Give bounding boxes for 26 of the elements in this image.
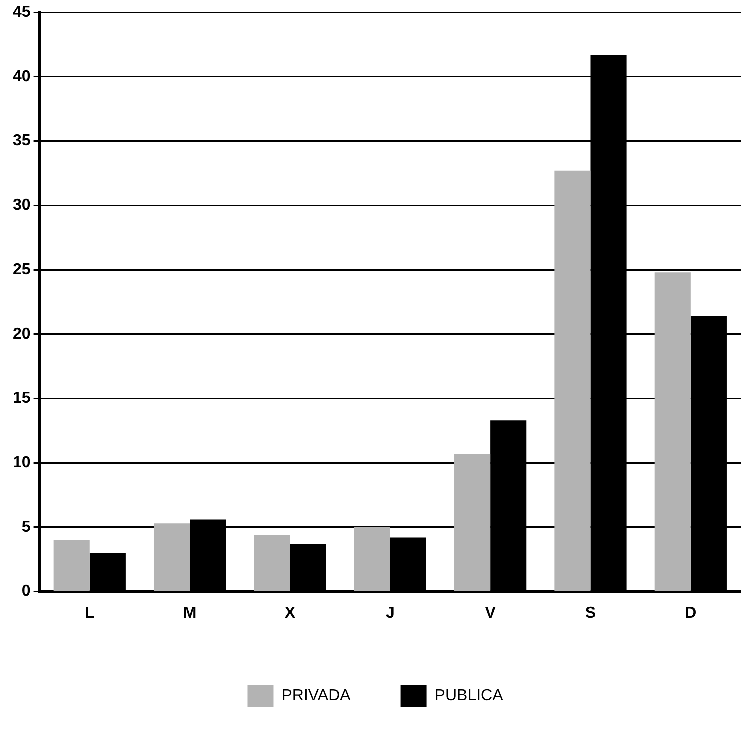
bar [254,535,290,592]
y-tick-label: 45 [13,4,31,22]
y-tick-label: 30 [13,197,31,214]
bar [554,170,591,592]
y-tick-label: 5 [22,518,31,536]
y-tick-label: 15 [13,390,31,408]
bar [454,454,491,592]
legend-label: PRIVADA [282,687,352,704]
legend-label: PUBLICA [434,687,504,704]
x-tick-label: J [386,604,395,622]
bar [54,540,90,592]
bar [654,272,691,592]
x-tick-label: V [485,604,496,622]
x-tick-label: L [84,604,95,622]
y-tick-label: 10 [13,454,31,472]
bar [154,524,190,592]
y-tick-label: 20 [13,326,31,343]
x-tick-label: D [685,604,697,622]
y-tick-label: 25 [13,261,31,278]
bar [354,527,390,592]
y-tick-label: 0 [22,583,31,600]
y-tick-label: 40 [13,68,31,86]
x-tick-label: S [585,604,596,622]
x-tick-label: X [284,604,296,622]
x-tick-label: M [183,604,197,622]
y-tick-label: 35 [13,132,31,150]
